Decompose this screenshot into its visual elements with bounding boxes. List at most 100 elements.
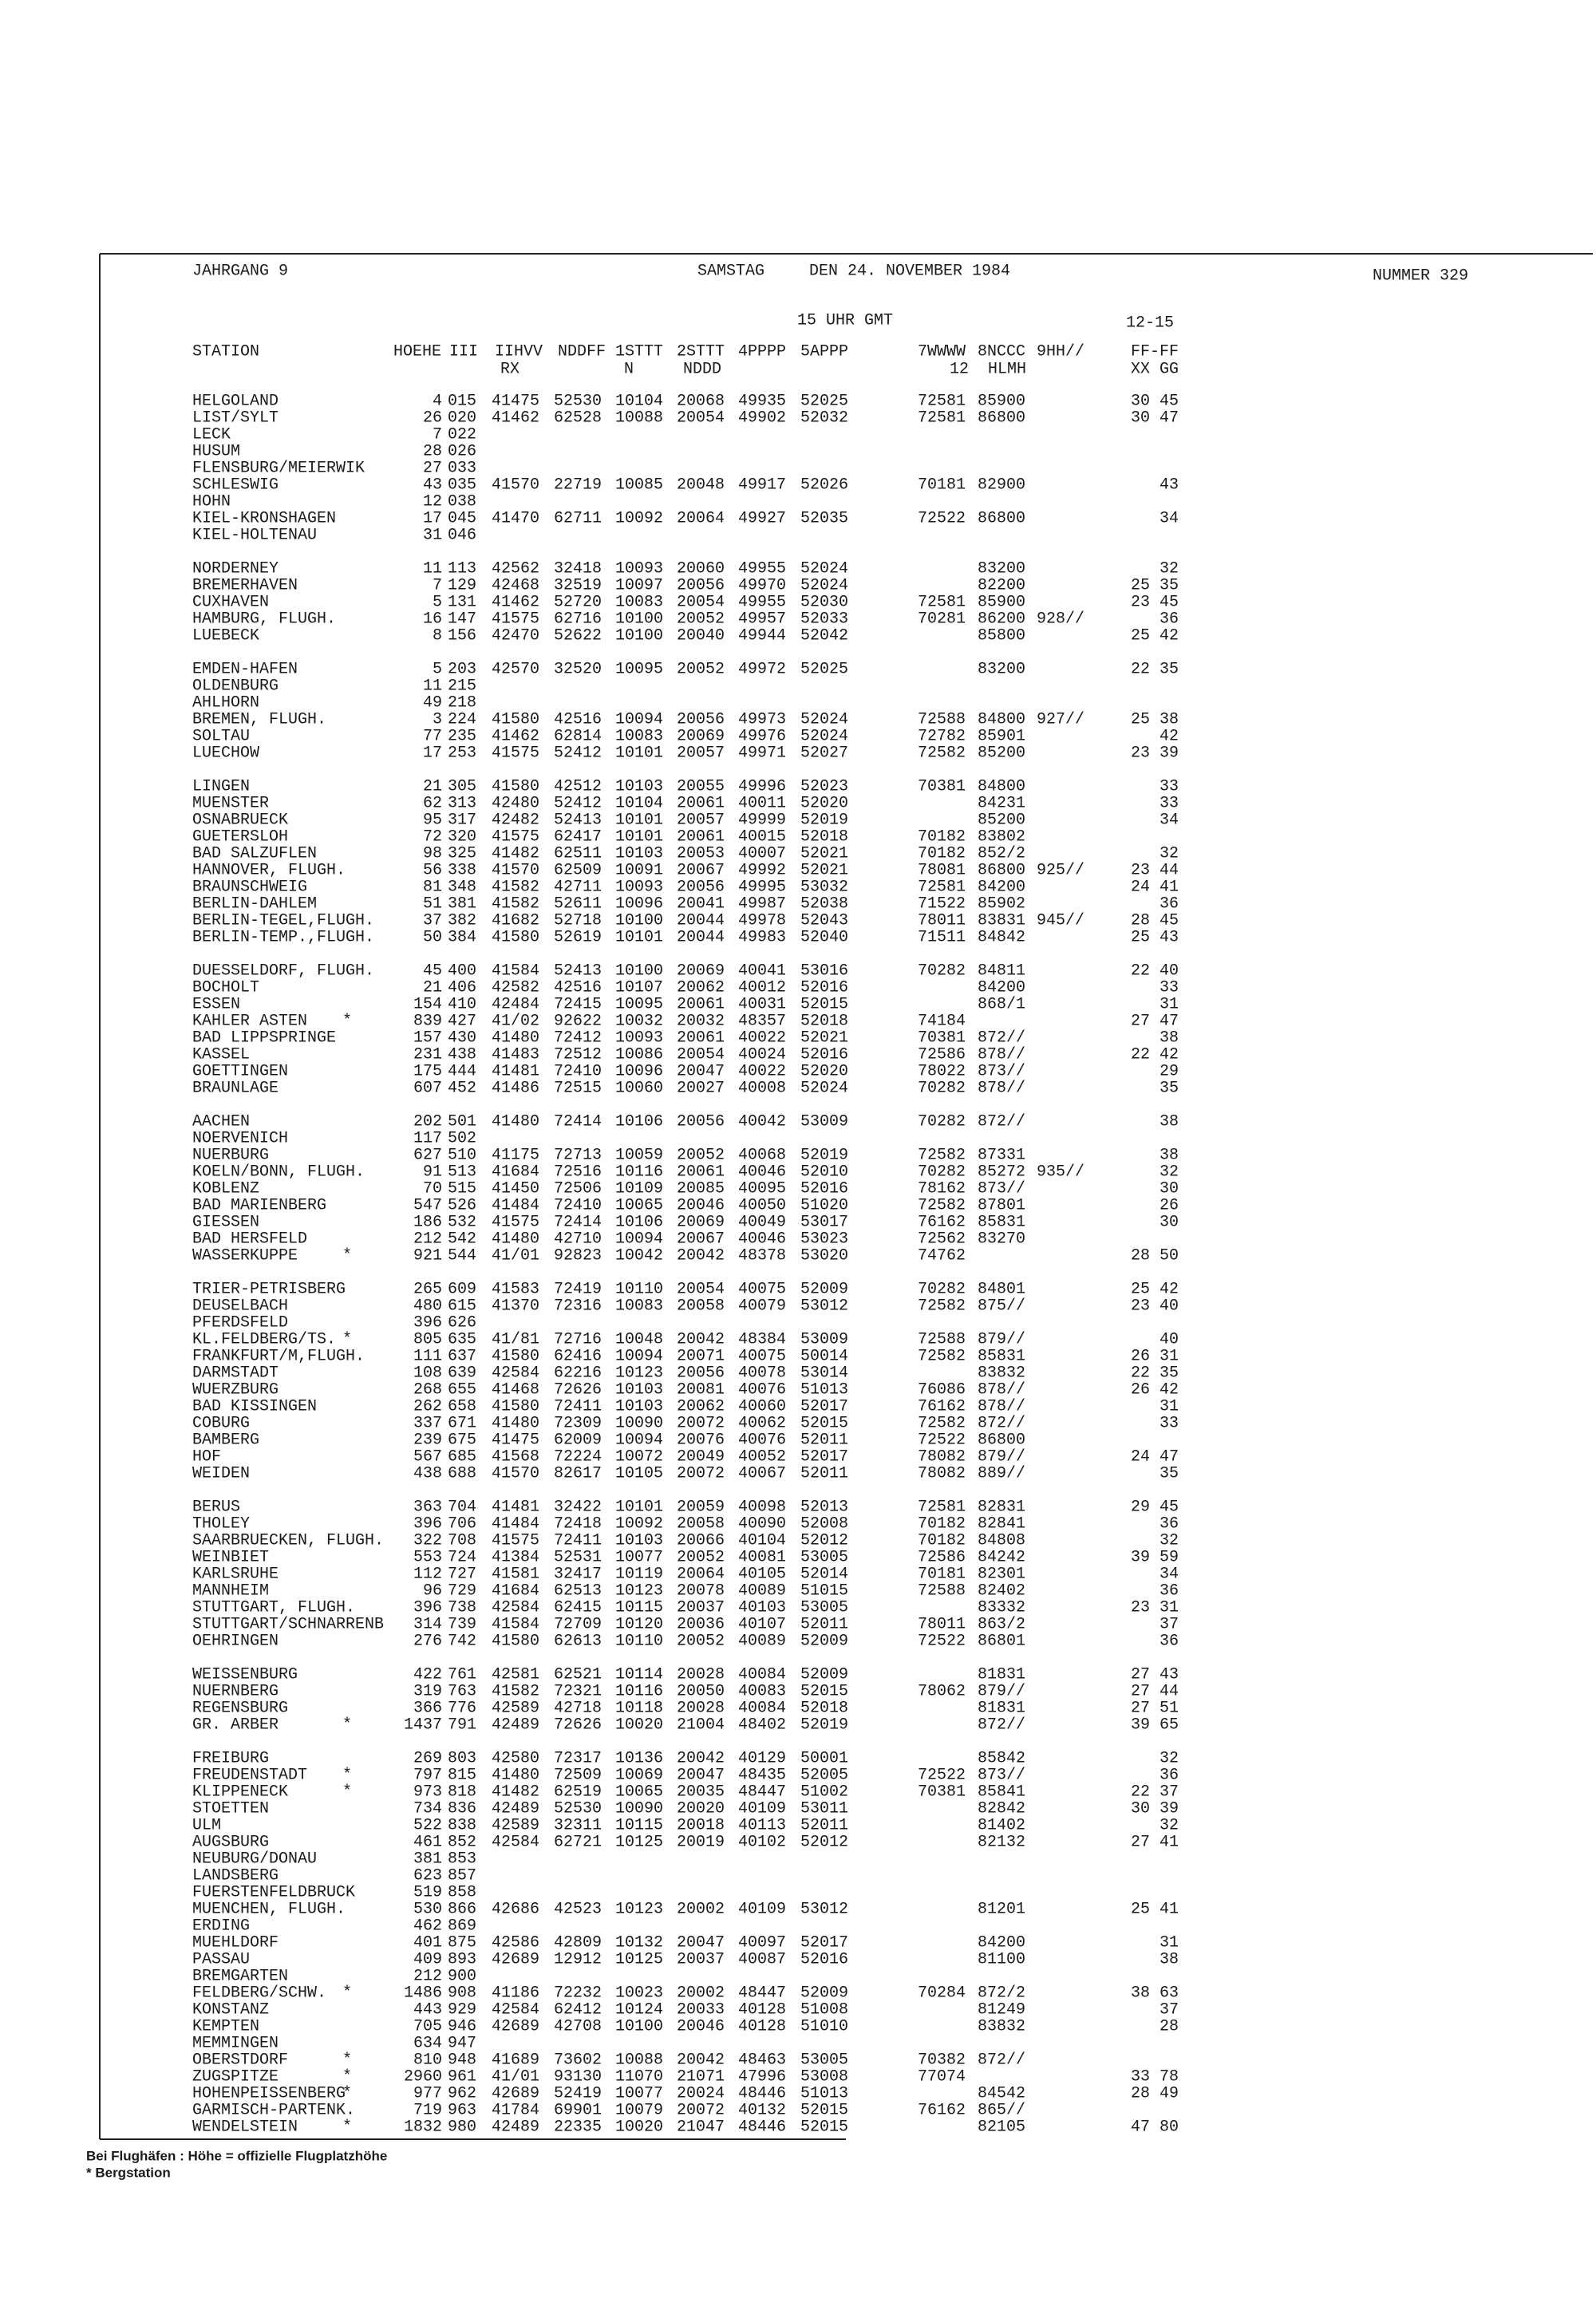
nddff: 92823 bbox=[554, 1246, 602, 1265]
station: HOHN bbox=[192, 492, 231, 511]
group-4: 40011 bbox=[738, 794, 786, 812]
height: 366 bbox=[413, 1699, 442, 1717]
station-number: 384 bbox=[448, 928, 476, 946]
station-number: 852 bbox=[448, 1833, 476, 1851]
group-4: 48378 bbox=[738, 1246, 786, 1265]
group-2: 20028 bbox=[677, 1699, 725, 1717]
group-4: 49944 bbox=[738, 626, 786, 645]
station: LINGEN bbox=[192, 777, 250, 796]
station-number: 908 bbox=[448, 1984, 476, 2002]
group-8: 81201 bbox=[978, 1900, 1025, 1918]
group-1: 10079 bbox=[615, 2101, 663, 2119]
nddff: 72516 bbox=[554, 1163, 602, 1181]
group-7: 78081 bbox=[918, 861, 966, 879]
station-number: 348 bbox=[448, 878, 476, 896]
iihvv: 41484 bbox=[492, 1514, 539, 1533]
station: STUTTGART/SCHNARRENB bbox=[192, 1615, 384, 1633]
station: BAMBERG bbox=[192, 1431, 259, 1449]
height: 567 bbox=[413, 1447, 442, 1466]
nddff: 72419 bbox=[554, 1280, 602, 1298]
group-8: 81100 bbox=[978, 1950, 1025, 1968]
group-1: 10077 bbox=[615, 2084, 663, 2103]
nddff: 62416 bbox=[554, 1347, 602, 1365]
group-4: 40097 bbox=[738, 1933, 786, 1952]
height: 396 bbox=[413, 1598, 442, 1617]
wind-gust: 25 41 bbox=[1131, 1900, 1179, 1918]
wind-gust: 23 45 bbox=[1131, 593, 1179, 611]
group-4: 49955 bbox=[738, 593, 786, 611]
group-4: 40084 bbox=[738, 1665, 786, 1684]
group-7: 78022 bbox=[918, 1062, 966, 1080]
iihvv: 42470 bbox=[492, 626, 539, 645]
station: WENDELSTEIN bbox=[192, 2118, 298, 2136]
group-1: 10119 bbox=[615, 1565, 663, 1583]
station: KOELN/BONN, FLUGH. bbox=[192, 1163, 365, 1181]
iihvv: 41684 bbox=[492, 1581, 539, 1600]
iihvv: 41450 bbox=[492, 1179, 539, 1198]
nddff: 32311 bbox=[554, 1816, 602, 1834]
wind-gust: 42 bbox=[1159, 727, 1179, 745]
iihvv: 41468 bbox=[492, 1380, 539, 1399]
group-7: 72581 bbox=[918, 593, 966, 611]
column-header: 5APPP bbox=[800, 342, 848, 361]
group-4: 40104 bbox=[738, 1531, 786, 1550]
group-5: 52016 bbox=[800, 1950, 848, 1968]
wind-gust: 24 47 bbox=[1131, 1447, 1179, 1466]
height: 70 bbox=[423, 1179, 442, 1198]
nddff: 62009 bbox=[554, 1431, 602, 1449]
group-2: 21071 bbox=[677, 2067, 725, 2086]
group-5: 51020 bbox=[800, 1196, 848, 1214]
group-8: 84800 bbox=[978, 710, 1025, 729]
group-2: 20058 bbox=[677, 1297, 725, 1315]
height: 81 bbox=[423, 878, 442, 896]
group-5: 53005 bbox=[800, 2051, 848, 2069]
group-8: 872// bbox=[978, 1029, 1025, 1047]
group-4: 40007 bbox=[738, 844, 786, 863]
column-header: IIHVV bbox=[495, 342, 543, 361]
station-number: 853 bbox=[448, 1850, 476, 1868]
wind-gust: 33 bbox=[1159, 1414, 1179, 1432]
height: 627 bbox=[413, 1146, 442, 1164]
nddff: 62721 bbox=[554, 1833, 602, 1851]
column-header: 9HH// bbox=[1037, 342, 1084, 361]
height: 401 bbox=[413, 1933, 442, 1952]
time: 15 UHR GMT bbox=[797, 311, 893, 330]
iihvv: 42689 bbox=[492, 2017, 539, 2035]
iihvv: 41470 bbox=[492, 509, 539, 527]
nddff: 62711 bbox=[554, 509, 602, 527]
group-8: 865// bbox=[978, 2101, 1025, 2119]
height: 2960 bbox=[404, 2067, 442, 2086]
station: PFERDSFELD bbox=[192, 1313, 288, 1332]
group-5: 52020 bbox=[800, 794, 848, 812]
wind-gust: 38 bbox=[1159, 1029, 1179, 1047]
nddff: 72418 bbox=[554, 1514, 602, 1533]
group-5: 52024 bbox=[800, 1079, 848, 1097]
group-8: 879// bbox=[978, 1447, 1025, 1466]
group-8: 81402 bbox=[978, 1816, 1025, 1834]
nddff: 69901 bbox=[554, 2101, 602, 2119]
group-5: 52019 bbox=[800, 811, 848, 829]
nddff: 52611 bbox=[554, 894, 602, 913]
height: 96 bbox=[423, 1581, 442, 1600]
station: HELGOLAND bbox=[192, 392, 279, 410]
group-1: 10086 bbox=[615, 1045, 663, 1064]
group-7: 72782 bbox=[918, 727, 966, 745]
group-1: 10101 bbox=[615, 811, 663, 829]
group-7: 72586 bbox=[918, 1045, 966, 1064]
group-5: 52033 bbox=[800, 610, 848, 628]
station-number: 866 bbox=[448, 1900, 476, 1918]
group-8: 82900 bbox=[978, 476, 1025, 494]
group-1: 10093 bbox=[615, 878, 663, 896]
height: 973 bbox=[413, 1783, 442, 1801]
group-7: 77074 bbox=[918, 2067, 966, 2086]
nddff: 62509 bbox=[554, 861, 602, 879]
station: FREUDENSTADT bbox=[192, 1766, 307, 1784]
iihvv: 41462 bbox=[492, 727, 539, 745]
group-5: 52015 bbox=[800, 995, 848, 1013]
group-7: 70282 bbox=[918, 1112, 966, 1131]
group-4: 40050 bbox=[738, 1196, 786, 1214]
group-9: 945// bbox=[1037, 911, 1084, 930]
wind-gust: 26 bbox=[1159, 1196, 1179, 1214]
station-number: 675 bbox=[448, 1431, 476, 1449]
height: 5 bbox=[433, 660, 442, 678]
